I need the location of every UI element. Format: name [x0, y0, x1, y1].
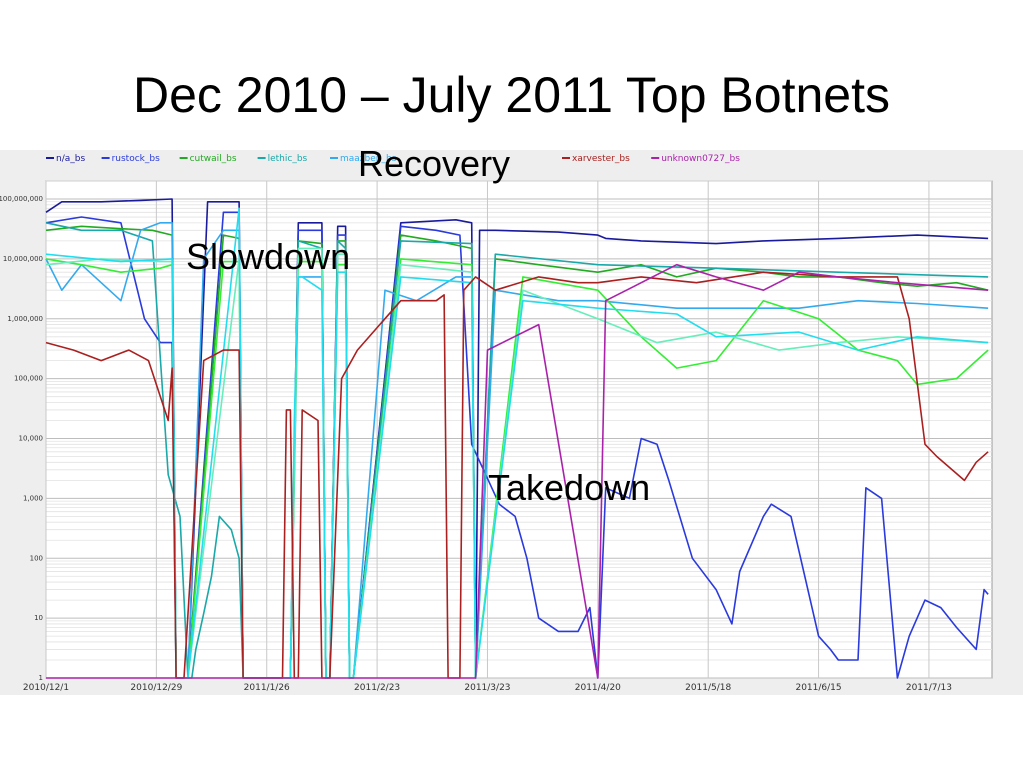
- xtick-label: 2011/2/23: [354, 683, 400, 693]
- x-axis: 2010/12/1 2010/12/29 2011/1/26 2011/2/23 201…: [23, 683, 952, 693]
- xtick-label: 2011/1/26: [244, 683, 290, 693]
- xtick-label: 2011/4/20: [575, 683, 621, 693]
- slide-title: Dec 2010 – July 2011 Top Botnets: [132, 67, 890, 123]
- legend-label: maazben_bs: [340, 154, 397, 164]
- xtick-label: 2010/12/1: [23, 683, 69, 693]
- series-line-cyan-bs: [45, 207, 989, 679]
- xtick-label: 2011/6/15: [795, 683, 841, 693]
- legend-label: n/a_bs: [56, 154, 85, 164]
- ytick-label: 10: [34, 614, 43, 622]
- ytick-label: 1,000,000: [7, 315, 43, 323]
- legend: n/a_bs rustock_bs cutwail_bs lethic_bs maazb…: [46, 154, 740, 164]
- ytick-label: 1: [39, 674, 43, 682]
- annotation-slowdown: Slowdown: [186, 236, 351, 277]
- legend-label: cutwail_bs: [190, 154, 237, 164]
- xtick-label: 2011/3/23: [464, 683, 510, 693]
- y-axis: 100,000,000 10,000,000 1,000,000 100,000 10,…: [0, 195, 43, 682]
- legend-label: lethic_bs: [268, 154, 308, 164]
- series-line-unknown0727-bs: [46, 263, 989, 679]
- ytick-label: 100,000,000: [0, 195, 43, 203]
- legend-label: rustock_bs: [112, 154, 161, 164]
- legend-label: xarvester_bs: [572, 154, 630, 164]
- xtick-label: 2011/5/18: [685, 683, 731, 693]
- ytick-label: 100,000: [14, 375, 43, 383]
- annotation-takedown: Takedown: [488, 467, 651, 508]
- ytick-label: 10,000: [19, 435, 44, 443]
- xtick-label: 2011/7/13: [906, 683, 952, 693]
- xtick-label: 2010/12/29: [130, 683, 182, 693]
- legend-label: unknown0727_bs: [661, 154, 740, 164]
- ytick-label: 1,000: [23, 494, 43, 502]
- series-lines: [45, 198, 989, 679]
- botnet-chart: 100,000,000 10,000,000 1,000,000 100,000 10,…: [0, 150, 1023, 695]
- ytick-label: 10,000,000: [3, 255, 43, 263]
- annotation-recovery: Recovery: [358, 143, 511, 184]
- ytick-label: 100: [30, 554, 43, 562]
